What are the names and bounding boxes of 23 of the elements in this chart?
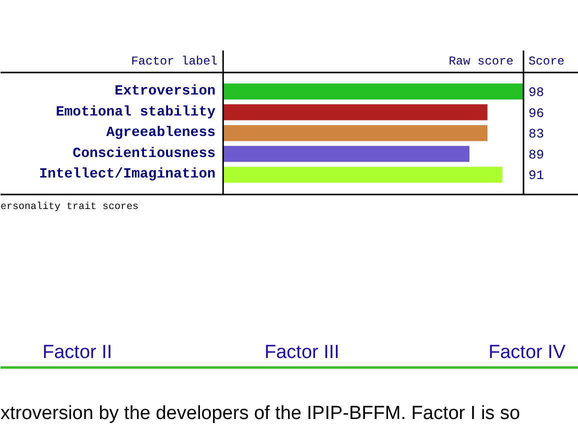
- text: xtroversion by the developers of the IPIP-BFFM. Factor I is so: [0, 403, 520, 424]
- y-tick-label: Conscientiousness: [72, 146, 216, 162]
- bar: [223, 104, 488, 120]
- bar: [223, 125, 488, 142]
- text: Factor III: [264, 342, 340, 363]
- y-axis-title: Factor label: [131, 54, 218, 68]
- text: Score: [528, 54, 565, 68]
- text: 98: [528, 85, 544, 100]
- text: Factor II: [42, 342, 112, 363]
- text: 96: [528, 106, 544, 121]
- bar: [223, 84, 524, 100]
- text: ersonality trait scores: [0, 201, 139, 213]
- text: Factor IV: [488, 342, 566, 363]
- y-tick-label: Intellect/Imagination: [39, 166, 216, 183]
- y-tick-label: Agreeableness: [106, 125, 216, 142]
- y-tick-label: Extroversion: [114, 84, 216, 100]
- text: 89: [528, 147, 544, 162]
- text: 91: [528, 168, 544, 184]
- text: 83: [528, 126, 544, 142]
- y-tick-label: Emotional stability: [56, 104, 216, 120]
- bar: [223, 146, 470, 162]
- x-axis-title: Raw score: [448, 54, 514, 68]
- bar: [223, 166, 502, 183]
